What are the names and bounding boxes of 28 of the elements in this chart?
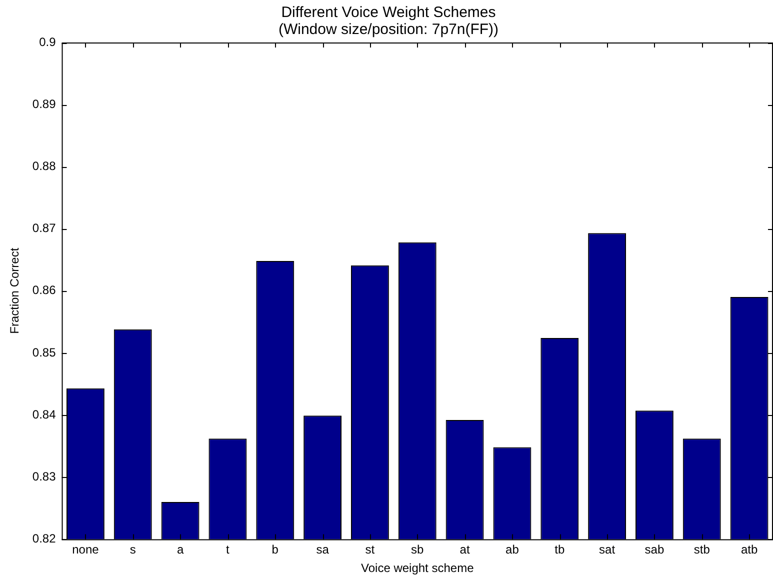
y-tick-label: 0.82	[32, 532, 56, 546]
x-axis-title: Voice weight scheme	[361, 561, 474, 576]
x-tick-label: atb	[740, 542, 758, 557]
x-tick-label: s	[130, 542, 136, 557]
chart-subtitle: (Window size/position: 7p7n(FF))	[278, 21, 499, 38]
x-tick-label: t	[226, 542, 230, 557]
x-tick-label: a	[176, 542, 184, 557]
y-tick-label: 0.87	[32, 221, 56, 236]
y-tick-label: 0.86	[32, 283, 56, 298]
x-tick-label: st	[365, 542, 376, 557]
x-tick-label: at	[460, 542, 470, 557]
y-tick-label: 0.9	[39, 34, 56, 49]
x-tick-label: tb	[554, 542, 565, 557]
x-tick-label: none	[72, 542, 100, 557]
x-tick-label: b	[272, 542, 279, 557]
x-tick-label: ab	[506, 542, 520, 557]
y-tick-label: 0.89	[32, 96, 56, 111]
x-tick-label: sab	[644, 542, 664, 557]
x-tick-label: stb	[694, 542, 710, 557]
x-tick-label: sa	[316, 542, 330, 557]
y-tick-label: 0.85	[32, 345, 56, 360]
x-tick-label: sat	[599, 542, 616, 557]
chart-title: Different Voice Weight Schemes	[281, 4, 496, 21]
y-tick-label: 0.83	[32, 469, 56, 484]
y-tick-label: 0.88	[32, 158, 56, 173]
x-tick-label: sb	[411, 542, 424, 557]
y-axis-title: Fraction Correct	[8, 247, 22, 334]
y-tick-label: 0.84	[32, 407, 56, 422]
